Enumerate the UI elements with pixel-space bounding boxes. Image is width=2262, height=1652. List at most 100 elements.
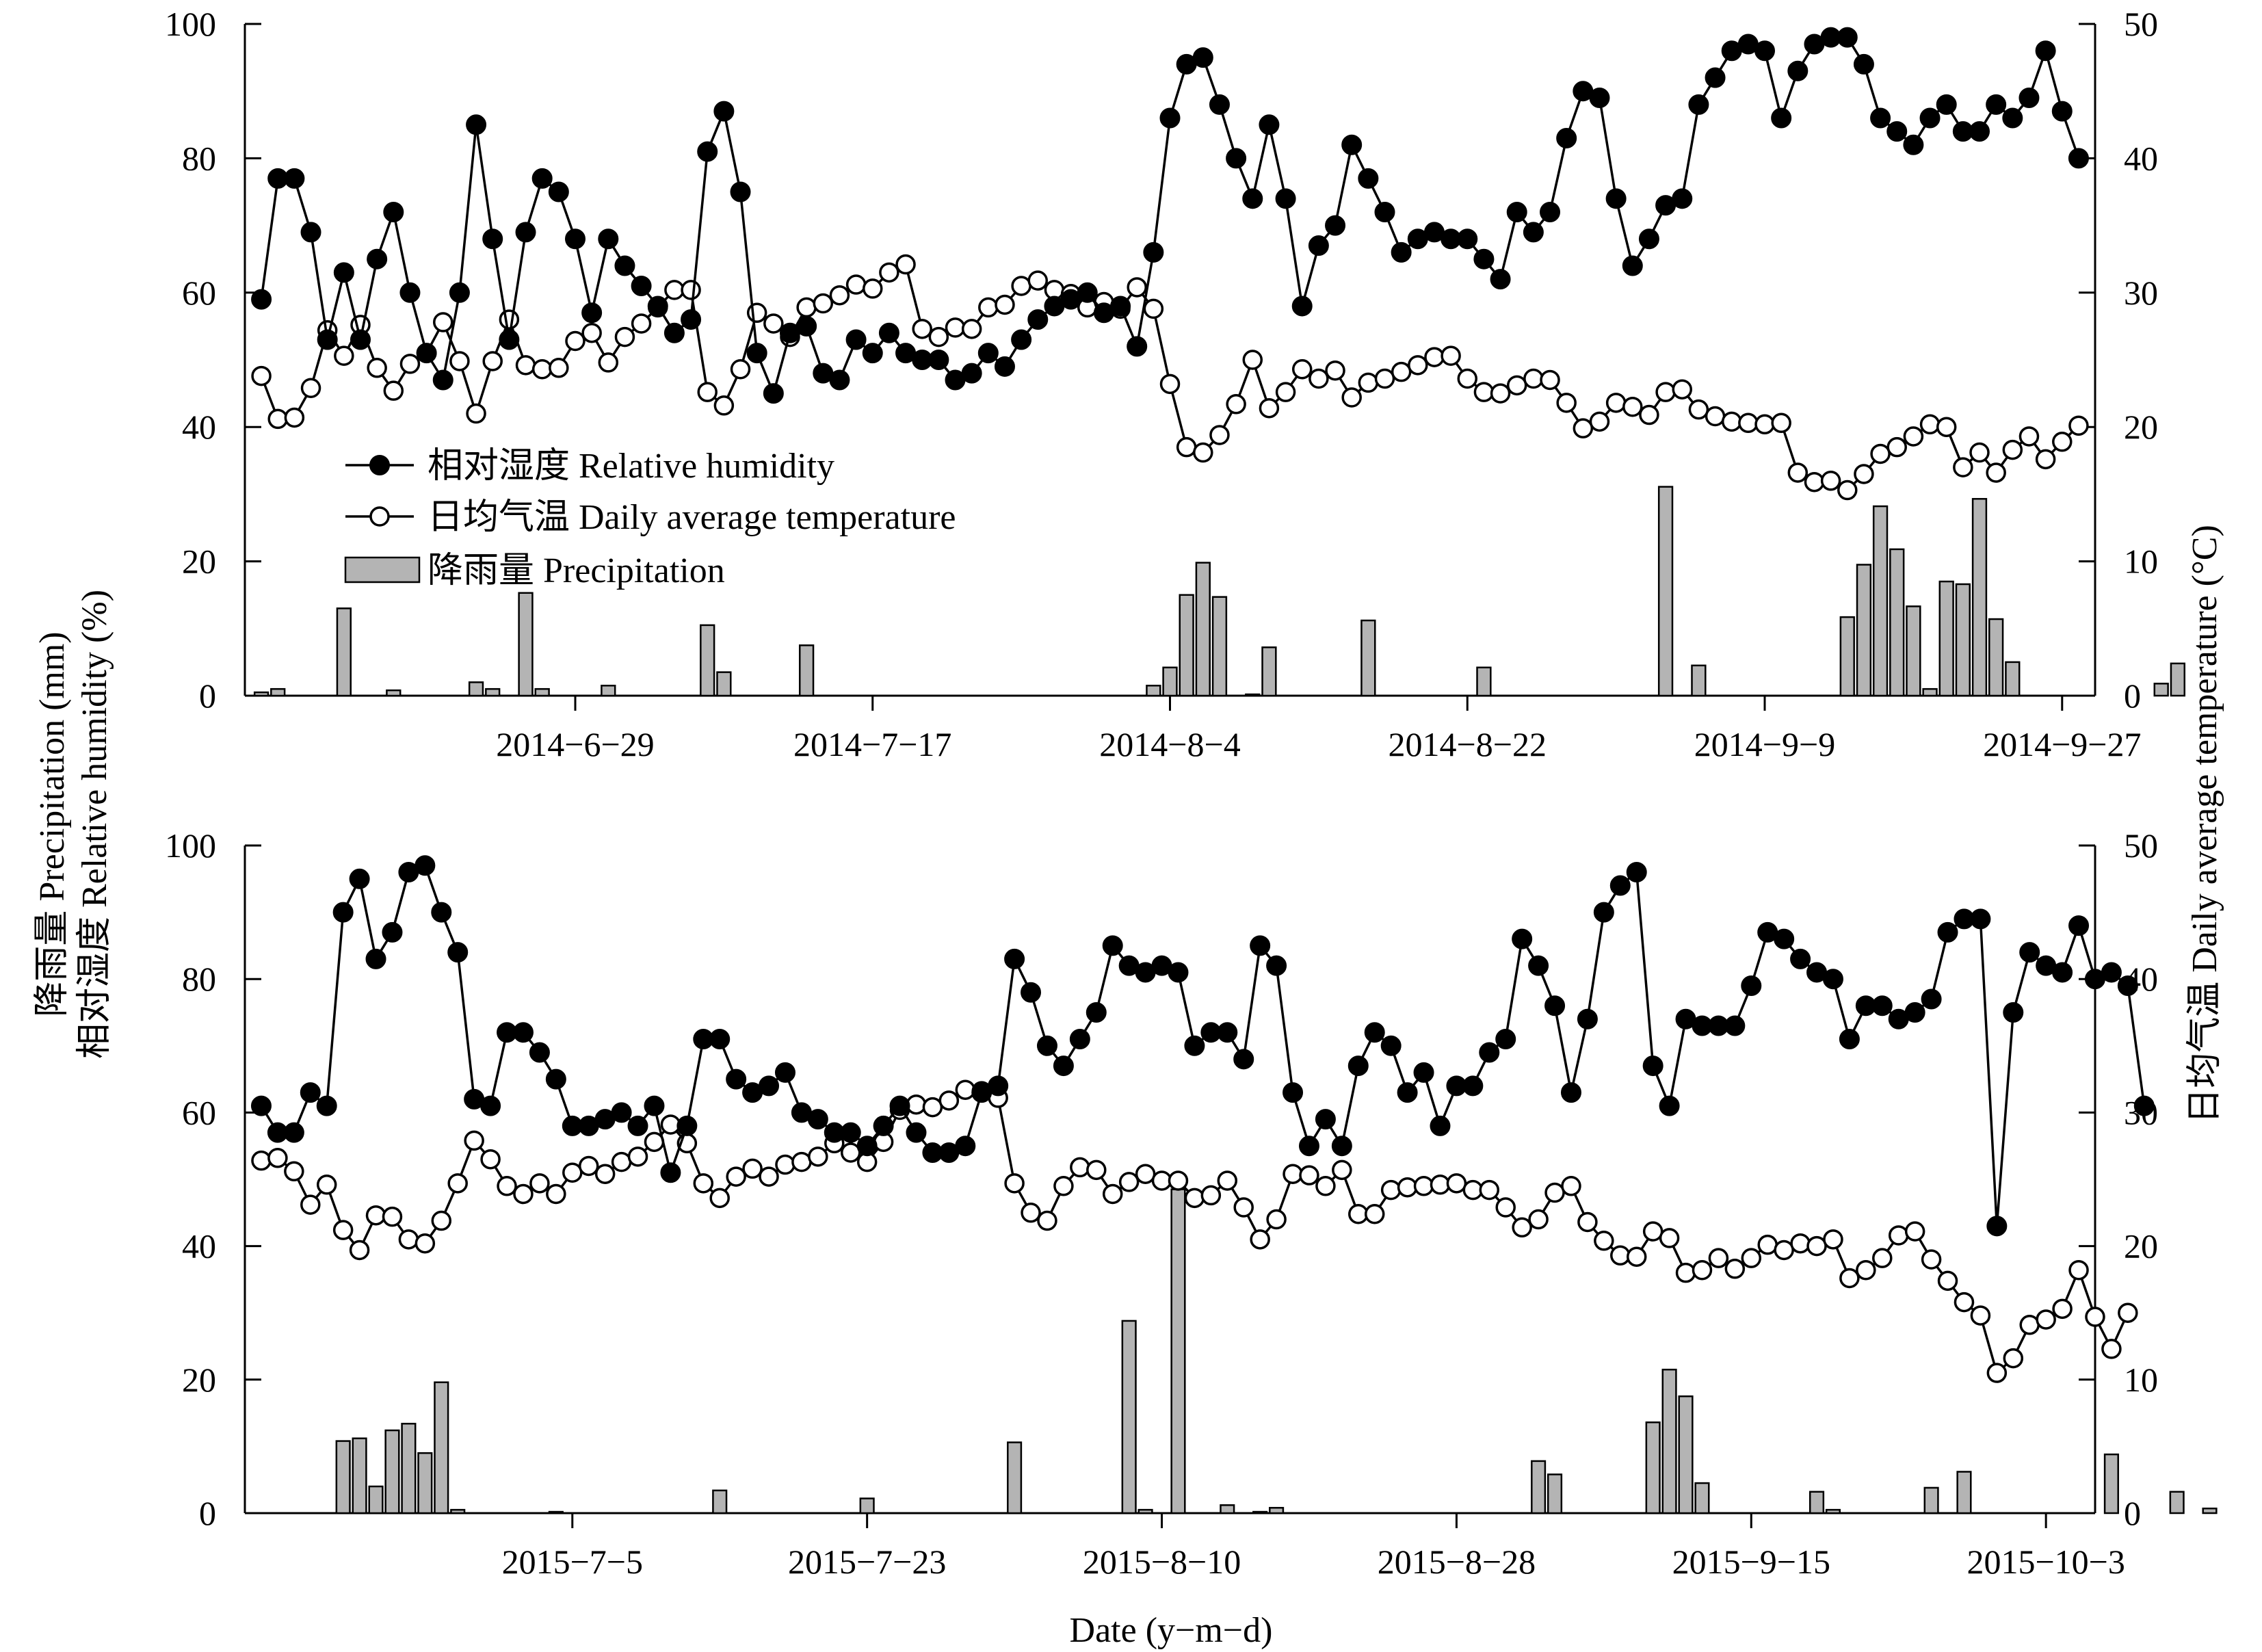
temperature-point [862, 278, 883, 299]
precipitation-bar [2005, 661, 2021, 697]
temperature-point [1692, 1259, 1713, 1281]
humidity-point [1242, 188, 1263, 209]
humidity-point [383, 201, 404, 222]
precipitation-bar [548, 1510, 564, 1515]
legend-precipitation-label: 降雨量 Precipitation [428, 551, 725, 590]
precipitation-bar [336, 607, 352, 697]
left-tick-label: 100 [165, 826, 216, 865]
temperature-point [1806, 1235, 1827, 1257]
temperature-point [546, 1183, 566, 1205]
humidity-point [1560, 1082, 1581, 1103]
humidity-point [317, 329, 338, 350]
temperature-point [332, 1220, 354, 1240]
humidity-point [840, 1122, 861, 1143]
humidity-point [545, 1068, 566, 1090]
precipitation-bar [1269, 1506, 1285, 1515]
humidity-point [251, 289, 272, 310]
humidity-point [1226, 148, 1247, 169]
temperature-point [922, 1097, 943, 1118]
humidity-point [382, 921, 403, 943]
temperature-point [2085, 1307, 2105, 1327]
humidity-point [350, 329, 371, 350]
temperature-point [664, 280, 685, 300]
temperature-point [1622, 396, 1643, 417]
humidity-point [955, 1136, 976, 1157]
humidity-point [2068, 148, 2089, 169]
humidity-point [829, 369, 850, 391]
humidity-point [1688, 94, 1709, 115]
precipitation-bar [485, 687, 501, 697]
humidity-point [512, 1022, 534, 1043]
precipitation-bar [859, 1497, 875, 1515]
precipitation-bar [1657, 486, 1674, 697]
humidity-point [365, 948, 386, 969]
temperature-point [813, 293, 834, 314]
precipitation-bar [798, 644, 815, 697]
precipitation-bar [1252, 1510, 1268, 1515]
humidity-point [644, 1095, 665, 1116]
humidity-point [1077, 282, 1098, 303]
temperature-point [1626, 1246, 1647, 1267]
left-tick-label: 80 [182, 960, 216, 998]
temperature-point [1672, 379, 1692, 399]
humidity-point [614, 255, 635, 276]
humidity-point [1266, 955, 1287, 976]
legend-temperature-marker [369, 506, 390, 527]
humidity-point [1506, 201, 1527, 222]
humidity-point [316, 1095, 337, 1116]
humidity-point [1298, 1136, 1319, 1157]
temperature-point [433, 312, 453, 332]
temperature-point [978, 297, 999, 318]
temperature-point [1512, 1217, 1532, 1238]
temperature-point [1659, 1228, 1680, 1248]
precipitation-bar [2170, 662, 2185, 697]
humidity-point [1638, 228, 1659, 250]
humidity-point [1358, 168, 1379, 189]
temperature-point [480, 1149, 501, 1170]
left-tick-label: 0 [199, 677, 216, 715]
temperature-point [1004, 1173, 1025, 1194]
humidity-point [515, 222, 536, 243]
temperature-point [562, 1162, 583, 1183]
humidity-point [746, 343, 767, 364]
precipitation-bar [1146, 685, 1161, 697]
humidity-point [631, 275, 652, 296]
temperature-point [1027, 270, 1049, 291]
temperature-point [796, 297, 817, 318]
temperature-point [398, 1229, 419, 1250]
temperature-point [2068, 415, 2089, 436]
x-tick-label: 2014−9−27 [1983, 725, 2141, 763]
humidity-point [300, 222, 321, 243]
precipitation-bar [1971, 498, 1988, 697]
temperature-point [1226, 394, 1246, 415]
temperature-point [2068, 1259, 2089, 1281]
humidity-point [1903, 134, 1924, 155]
legend-humidity-marker [369, 455, 390, 475]
humidity-point [333, 262, 354, 283]
humidity-point [1217, 1022, 1238, 1043]
temperature-point [1856, 1259, 1876, 1281]
temperature-point [1473, 382, 1495, 402]
left-axis-title-precipitation: 降雨量 Precipitation (mm) [33, 631, 72, 1017]
left-tick-label: 60 [182, 1093, 216, 1131]
x-tick-label: 2014−9−9 [1694, 725, 1835, 763]
temperature-point [1011, 276, 1031, 296]
precipitation-bar [1872, 505, 1889, 697]
temperature-point [713, 395, 735, 416]
humidity-point [1970, 908, 1991, 930]
humidity-point [1936, 94, 1957, 115]
temperature-point [482, 351, 503, 371]
humidity-point [1413, 1062, 1434, 1083]
precipitation-bar [1938, 580, 1954, 697]
precipitation-bar [434, 1381, 449, 1515]
temperature-point [2018, 426, 2040, 447]
humidity-point [1839, 1029, 1860, 1050]
temperature-point [531, 358, 553, 380]
humidity-point [482, 228, 503, 250]
precipitation-bar [1645, 1421, 1661, 1515]
humidity-point [889, 1095, 910, 1116]
temperature-point [709, 1188, 730, 1209]
x-tick-label: 2015−7−5 [502, 1543, 643, 1581]
temperature-point [614, 326, 635, 348]
temperature-point [2101, 1339, 2122, 1359]
